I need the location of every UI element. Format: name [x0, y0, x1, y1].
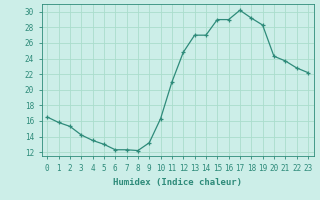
X-axis label: Humidex (Indice chaleur): Humidex (Indice chaleur)	[113, 178, 242, 187]
